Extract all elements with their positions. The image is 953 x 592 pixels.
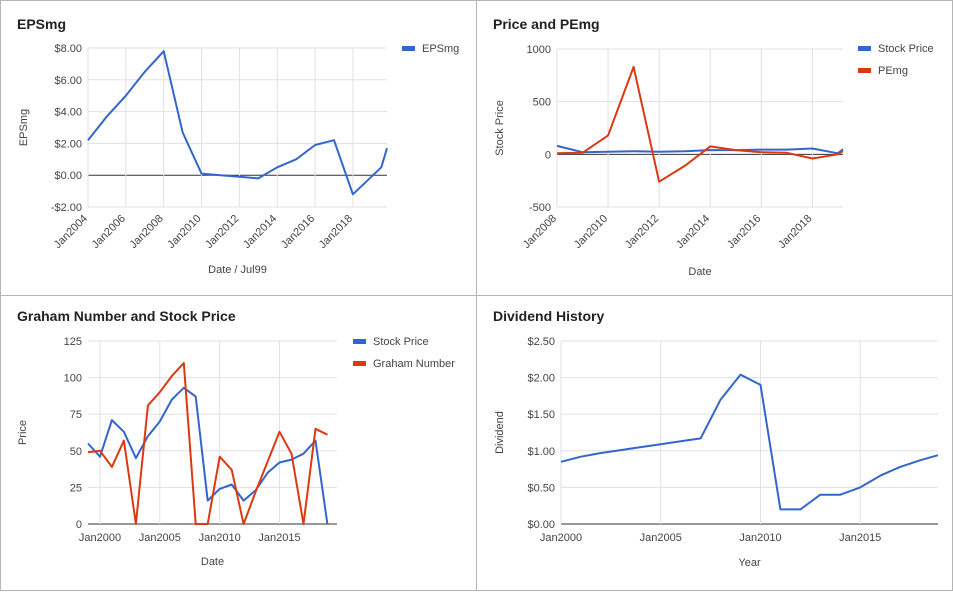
price-pemg-chart-panel: Price and PEmg -500 0 500 1000 Jan2008 Jan201… — [476, 0, 953, 296]
series-line-stock-price — [556, 144, 844, 155]
x-axis-label: Date — [201, 556, 224, 568]
y-tick-label: 0 — [545, 149, 551, 161]
x-tick-label: Jan2010 — [199, 532, 241, 544]
legend-label: Stock Price — [373, 336, 429, 348]
series-line-dividend — [560, 373, 939, 511]
y-tick-label: 75 — [70, 409, 82, 421]
x-tick-label: Jan2014 — [241, 213, 279, 251]
x-tick-label: Jan2015 — [839, 532, 881, 544]
y-tick-label: 125 — [64, 336, 82, 348]
y-tick-label: 500 — [533, 97, 551, 109]
y-tick-label: $0.00 — [527, 519, 555, 531]
x-tick-label: Jan2014 — [674, 213, 712, 251]
y-tick-label: $4.00 — [54, 107, 82, 119]
x-tick-label: Jan2018 — [317, 213, 355, 251]
legend-swatch — [858, 46, 871, 51]
y-tick-label: $1.00 — [527, 446, 555, 458]
y-tick-label: -$2.00 — [51, 202, 82, 214]
series-line-stock-price — [87, 386, 329, 525]
x-tick-label: Jan2012 — [623, 213, 661, 251]
y-tick-label: $2.50 — [527, 336, 555, 348]
x-axis-label: Date / Jul99 — [208, 264, 267, 276]
y-tick-label: $2.00 — [54, 138, 82, 150]
legend-label: Graham Number — [373, 358, 455, 370]
x-tick-label: Jan2000 — [540, 532, 582, 544]
y-axis-label: EPSmg — [18, 109, 30, 146]
graham-chart: Graham Number and Stock Price 0 25 50 75 100… — [17, 308, 455, 568]
y-tick-label: 50 — [70, 446, 82, 458]
chart-title: Price and PEmg — [493, 16, 600, 32]
legend-swatch — [402, 46, 415, 51]
x-tick-label: Jan2010 — [165, 213, 203, 251]
x-tick-label: Jan2018 — [776, 213, 814, 251]
dividend-chart-panel: Dividend History $0.00 $0.50 $1.00 $1.50 $2.… — [476, 295, 953, 591]
y-axis-label: Stock Price — [494, 100, 506, 156]
y-tick-label: 100 — [64, 373, 82, 385]
x-tick-label: Jan2012 — [203, 213, 241, 251]
x-tick-label: Jan2006 — [90, 213, 128, 251]
x-tick-label: Jan2004 — [52, 213, 90, 251]
y-tick-label: 0 — [76, 519, 82, 531]
eps-chart: EPSmg -$2.00 $0.00 $2.00 $4.00 $6.00 $8.00 Jan… — [17, 16, 459, 276]
chart-title: EPSmg — [17, 16, 66, 32]
series-line-epsmg — [87, 50, 388, 196]
legend-swatch — [858, 68, 871, 73]
x-tick-label: Jan2015 — [258, 532, 300, 544]
eps-chart-panel: EPSmg -$2.00 $0.00 $2.00 $4.00 $6.00 $8.00 Jan… — [0, 0, 477, 296]
y-tick-label: 25 — [70, 482, 82, 494]
series-line-pemg — [556, 65, 844, 183]
x-axis-label: Date — [688, 266, 711, 278]
y-tick-label: $0.50 — [527, 482, 555, 494]
x-tick-label: Jan2000 — [79, 532, 121, 544]
x-tick-label: Jan2005 — [640, 532, 682, 544]
y-tick-label: $2.00 — [527, 373, 555, 385]
y-tick-label: $0.00 — [54, 170, 82, 182]
x-axis-label: Year — [738, 557, 761, 569]
dividend-chart: Dividend History $0.00 $0.50 $1.00 $1.50 $2.… — [493, 308, 939, 569]
chart-title: Dividend History — [493, 308, 604, 324]
y-axis-label: Price — [17, 420, 29, 445]
y-tick-label: $8.00 — [54, 43, 82, 55]
x-tick-label: Jan2016 — [725, 213, 763, 251]
x-tick-label: Jan2008 — [127, 213, 165, 251]
y-tick-label: $6.00 — [54, 75, 82, 87]
x-tick-label: Jan2008 — [521, 213, 559, 251]
legend-label: Stock Price — [878, 43, 934, 55]
series-line-graham-number — [87, 362, 328, 525]
legend-swatch — [353, 339, 366, 344]
legend-label: EPSmg — [422, 43, 459, 55]
y-tick-label: $1.50 — [527, 409, 555, 421]
x-tick-label: Jan2010 — [572, 213, 610, 251]
price-pemg-chart: Price and PEmg -500 0 500 1000 Jan2008 Jan201… — [493, 16, 934, 278]
x-tick-label: Jan2010 — [739, 532, 781, 544]
chart-title: Graham Number and Stock Price — [17, 308, 236, 324]
x-tick-label: Jan2016 — [279, 213, 317, 251]
x-tick-label: Jan2005 — [139, 532, 181, 544]
graham-chart-panel: Graham Number and Stock Price 0 25 50 75 100… — [0, 295, 477, 591]
legend-swatch — [353, 361, 366, 366]
y-tick-label: -500 — [529, 202, 551, 214]
y-axis-label: Dividend — [494, 411, 506, 454]
y-tick-label: 1000 — [527, 44, 551, 56]
legend-label: PEmg — [878, 65, 908, 77]
